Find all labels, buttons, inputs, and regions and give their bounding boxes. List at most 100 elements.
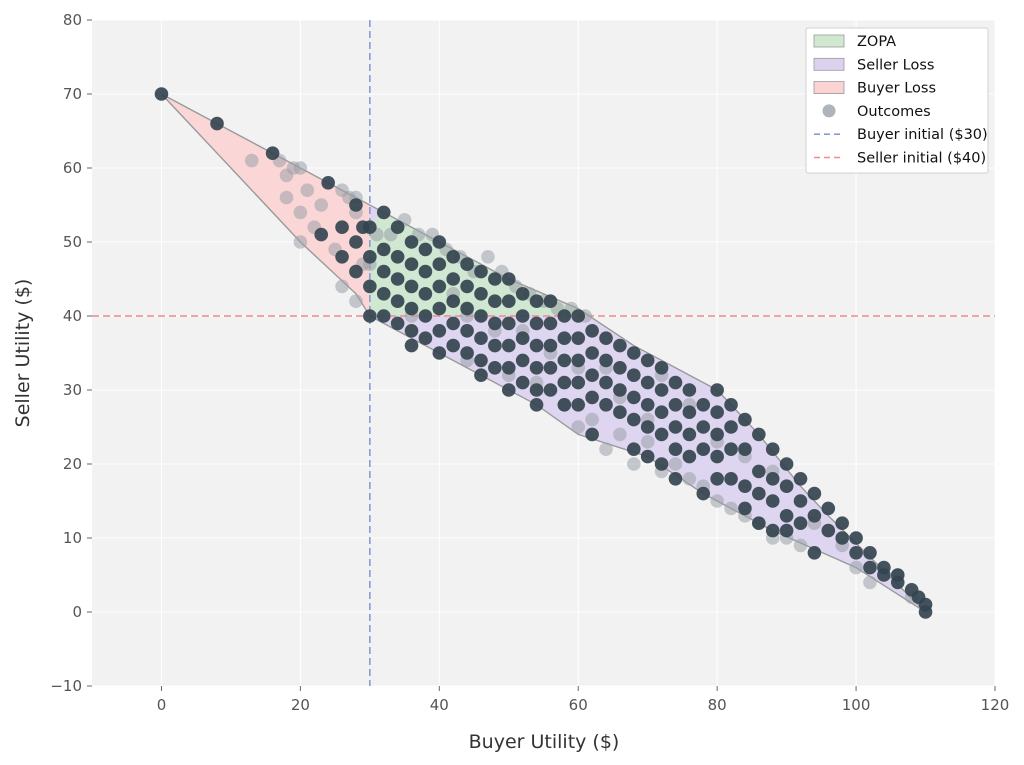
outcome-point — [474, 264, 488, 279]
outcome-point — [488, 361, 502, 375]
outcome-point — [668, 442, 683, 457]
outcome-point — [543, 361, 558, 375]
outcome-point — [585, 390, 599, 405]
outcome-point — [529, 294, 544, 309]
legend-box — [805, 27, 989, 174]
outcome-point — [571, 375, 586, 390]
outcome-point — [710, 383, 724, 397]
outcome-point — [363, 279, 377, 294]
outcome-point — [765, 494, 780, 508]
x-tick-label: 60 — [569, 696, 588, 714]
outcome-point — [807, 509, 822, 523]
outcome-point — [654, 383, 669, 397]
outcome-point — [668, 420, 683, 434]
outcome-point — [515, 331, 530, 346]
outcome-point — [627, 346, 641, 360]
y-tick-label: 20 — [63, 455, 82, 473]
outcome-point — [779, 523, 794, 538]
outcome-point — [835, 531, 849, 545]
outcome-point — [418, 287, 433, 301]
outcome-point — [418, 242, 433, 257]
outcome-point — [543, 338, 558, 353]
outcome-point — [599, 353, 613, 368]
y-tick-label: 10 — [63, 529, 82, 547]
outcome-point — [613, 361, 627, 375]
outcome-point — [474, 309, 488, 323]
outcome-point — [627, 390, 641, 405]
outcome-point — [627, 457, 641, 471]
outcome-point — [557, 353, 572, 368]
outcome-point — [501, 272, 516, 286]
outcome-point — [863, 560, 877, 575]
outcome-point — [363, 309, 377, 323]
outcome-point — [793, 516, 808, 530]
legend-marker-outcomes — [822, 104, 836, 118]
outcome-point — [390, 294, 405, 309]
outcome-point — [432, 257, 447, 272]
y-tick-label: −10 — [50, 677, 82, 695]
outcome-point — [515, 353, 530, 368]
outcome-point — [432, 301, 447, 316]
legend-label-seller_initial: Seller initial ($40) — [857, 151, 986, 167]
outcome-point — [474, 353, 488, 368]
x-tick-label: 40 — [430, 696, 449, 714]
outcome-point — [446, 272, 461, 286]
outcome-point — [446, 294, 461, 309]
outcome-point — [418, 331, 433, 346]
legend-label-seller_loss: Seller Loss — [857, 57, 934, 73]
outcome-point — [779, 457, 794, 471]
outcome-point — [710, 449, 724, 464]
outcome-point — [557, 309, 572, 323]
y-tick-label: 60 — [63, 159, 82, 177]
outcome-point — [654, 405, 669, 420]
outcome-point — [335, 279, 349, 294]
outcome-point — [585, 412, 599, 427]
outcome-point — [640, 375, 655, 390]
outcome-point — [293, 205, 308, 220]
outcome-point — [404, 301, 419, 316]
outcome-point — [877, 568, 891, 582]
outcome-point — [404, 279, 419, 294]
outcome-point — [349, 235, 363, 249]
outcome-point — [543, 383, 558, 397]
x-tick-label: 100 — [842, 696, 871, 714]
outcome-point — [585, 346, 599, 360]
outcome-point — [682, 427, 697, 442]
outcome-point — [501, 338, 516, 353]
outcome-point — [571, 420, 586, 434]
outcome-point — [376, 205, 391, 220]
outcome-point — [210, 116, 224, 131]
outcome-point — [460, 301, 474, 316]
axes: 0 20 40 60 80 100 120 −10 0 10 20 30 40 50 60 70 80 — [50, 11, 1009, 714]
outcome-point — [765, 442, 780, 457]
outcome-point — [314, 227, 329, 242]
outcome-point — [279, 190, 294, 205]
outcome-point — [404, 235, 419, 249]
outcome-point — [724, 398, 738, 412]
outcome-point — [849, 531, 863, 545]
outcome-point — [446, 316, 461, 331]
legend: ZOPA Seller Loss Buyer Loss Outcomes Buyer i… — [805, 27, 989, 174]
outcome-point — [668, 375, 683, 390]
outcome-point — [599, 375, 613, 390]
outcome-point — [529, 398, 544, 412]
outcome-point — [654, 361, 669, 375]
outcome-point — [738, 442, 752, 457]
outcome-point — [640, 353, 655, 368]
outcome-point — [821, 523, 836, 538]
outcome-point — [640, 449, 655, 464]
outcome-point — [793, 472, 808, 486]
legend-label-buyer_loss: Buyer Loss — [857, 81, 936, 97]
outcome-point — [265, 146, 280, 160]
outcome-point — [682, 405, 697, 420]
outcome-point — [446, 249, 461, 264]
outcome-point — [738, 501, 752, 516]
outcome-point — [779, 509, 794, 523]
outcome-point — [863, 546, 877, 560]
y-tick-label: 30 — [63, 381, 82, 399]
outcome-point — [390, 249, 405, 264]
outcome-point — [765, 472, 780, 486]
outcome-point — [696, 442, 711, 457]
